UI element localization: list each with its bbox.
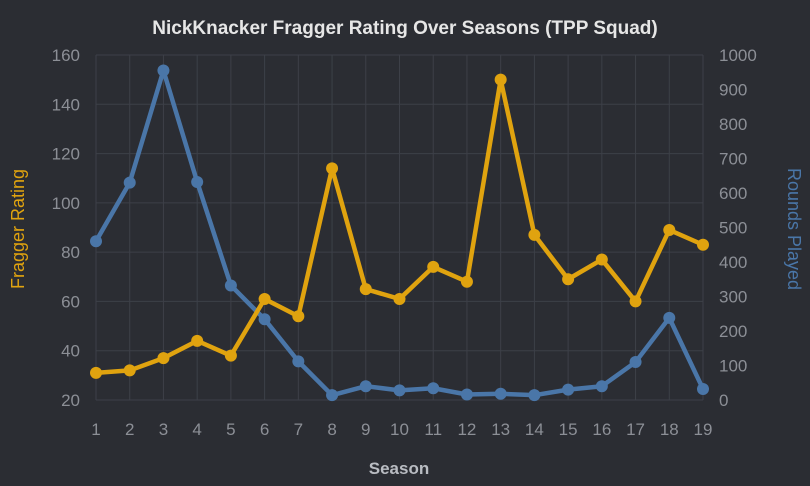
x-tick-label: 6 <box>260 420 269 439</box>
right-tick-label: 600 <box>719 184 747 203</box>
x-tick-label: 2 <box>125 420 134 439</box>
data-point <box>224 349 237 362</box>
x-tick-label: 18 <box>660 420 679 439</box>
right-tick-label: 1000 <box>719 46 757 65</box>
data-point <box>494 387 507 400</box>
data-point <box>258 292 271 305</box>
left-axis-title: Fragger Rating <box>8 169 28 289</box>
right-tick-label: 700 <box>719 150 747 169</box>
x-tick-label: 17 <box>626 420 645 439</box>
data-point <box>191 175 204 188</box>
right-axis-title: Rounds Played <box>784 168 804 290</box>
data-point <box>90 366 102 379</box>
x-tick-label: 8 <box>327 420 336 439</box>
x-tick-label: 7 <box>294 420 303 439</box>
right-axis-ticks: 0 100 200 300 400 500 600 700 800 900 1000 <box>719 46 757 410</box>
right-tick-label: 500 <box>719 219 747 238</box>
x-tick-label: 11 <box>424 420 442 439</box>
right-tick-label: 900 <box>719 81 747 100</box>
x-tick-label: 5 <box>226 420 235 439</box>
x-tick-label: 12 <box>457 420 476 439</box>
x-tick-label: 13 <box>491 420 510 439</box>
grid-lines <box>95 54 704 401</box>
left-tick-label: 40 <box>61 342 80 361</box>
data-point <box>427 260 440 273</box>
right-tick-label: 800 <box>719 115 747 134</box>
x-tick-label: 19 <box>694 420 713 439</box>
x-tick-label: 10 <box>390 420 409 439</box>
data-point <box>292 355 305 368</box>
left-axis-ticks: 20 40 60 80 100 120 140 160 <box>52 46 80 410</box>
data-point <box>123 176 136 189</box>
data-point <box>697 382 709 395</box>
data-point <box>562 383 575 396</box>
data-point <box>629 356 642 369</box>
x-axis-title: Season <box>369 459 429 478</box>
series-rounds-played <box>90 64 709 402</box>
x-tick-label: 1 <box>91 420 100 439</box>
x-axis-ticks: 1 2 3 4 5 6 7 8 9 10 11 12 13 14 15 16 17 18 19 <box>91 420 712 439</box>
left-tick-label: 140 <box>52 95 80 114</box>
data-point <box>393 384 406 397</box>
data-point <box>393 292 406 305</box>
data-point <box>359 283 372 296</box>
left-tick-label: 80 <box>61 243 80 262</box>
left-tick-label: 60 <box>61 292 80 311</box>
data-point <box>697 238 709 251</box>
data-point <box>326 162 339 175</box>
left-tick-label: 20 <box>61 391 80 410</box>
x-tick-label: 4 <box>192 420 201 439</box>
data-point <box>460 275 473 288</box>
series-fragger-rating <box>90 73 709 379</box>
data-point <box>562 273 575 286</box>
data-point <box>157 64 170 77</box>
right-tick-label: 200 <box>719 322 747 341</box>
data-point <box>595 253 608 266</box>
data-point <box>326 389 339 402</box>
data-point <box>663 311 676 324</box>
right-tick-label: 400 <box>719 253 747 272</box>
left-tick-label: 100 <box>52 194 80 213</box>
data-point <box>595 380 608 393</box>
data-point <box>528 389 541 402</box>
left-tick-label: 120 <box>52 145 80 164</box>
chart-title: NickKnacker Fragger Rating Over Seasons … <box>152 18 657 39</box>
right-tick-label: 0 <box>719 391 728 410</box>
data-point <box>460 388 473 401</box>
data-point <box>90 235 102 248</box>
data-point <box>494 73 507 86</box>
data-point <box>528 228 541 241</box>
right-tick-label: 300 <box>719 288 747 307</box>
data-point <box>359 380 372 393</box>
x-tick-label: 3 <box>159 420 168 439</box>
x-tick-label: 9 <box>361 420 370 439</box>
data-point <box>157 352 170 365</box>
data-point <box>292 310 305 323</box>
x-tick-label: 16 <box>592 420 611 439</box>
data-point <box>629 295 642 308</box>
data-point <box>663 223 676 236</box>
data-point <box>191 334 204 347</box>
data-point <box>123 364 136 377</box>
data-point <box>258 313 271 326</box>
x-tick-label: 14 <box>525 420 544 439</box>
data-point <box>224 279 237 292</box>
series-layer <box>90 64 709 402</box>
x-tick-label: 15 <box>559 420 578 439</box>
right-tick-label: 100 <box>719 357 747 376</box>
left-tick-label: 160 <box>52 46 80 65</box>
data-point <box>427 382 440 395</box>
